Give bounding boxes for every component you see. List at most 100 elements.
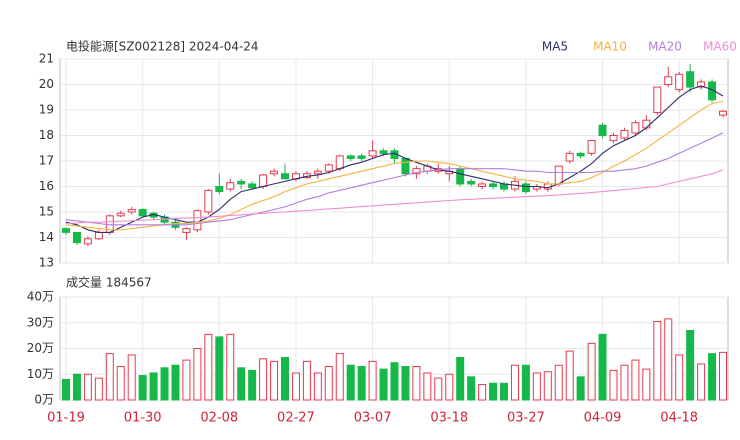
candle-body xyxy=(127,208,136,213)
legend-label: MA20 xyxy=(648,40,682,54)
volume-bar xyxy=(456,357,465,401)
candle-body xyxy=(324,164,333,172)
ma-line xyxy=(65,132,724,226)
y-tick-label: 30万 xyxy=(27,315,54,329)
y-tick-label: 0万 xyxy=(34,393,54,407)
candle-body xyxy=(72,231,81,244)
volume-bar xyxy=(390,362,399,401)
y-tick-label: 16 xyxy=(39,179,54,193)
candle-body xyxy=(138,208,147,217)
candle-body xyxy=(598,124,607,137)
candle-body xyxy=(489,183,498,187)
volume-bar xyxy=(675,354,684,401)
x-tick-label: 03-27 xyxy=(507,411,545,426)
candle-body xyxy=(642,119,651,129)
volume-bar xyxy=(554,364,563,401)
candle-body xyxy=(412,168,421,175)
ma-line xyxy=(65,100,724,231)
candle-body xyxy=(215,186,224,193)
volume-bar xyxy=(423,372,432,401)
volume-bar xyxy=(609,369,618,401)
volume-bar xyxy=(587,342,596,401)
volume-bar xyxy=(478,384,487,401)
candle-body xyxy=(576,152,585,157)
volume-bar xyxy=(357,366,366,401)
volume-bar xyxy=(335,353,344,401)
volume-bar xyxy=(204,333,213,401)
volume-bar xyxy=(543,371,552,401)
candle-body xyxy=(631,122,640,134)
candle-body xyxy=(675,73,684,91)
volume-bar xyxy=(708,353,717,401)
candle-body xyxy=(587,140,596,154)
candle-body xyxy=(259,174,268,187)
volume-bar xyxy=(116,366,125,401)
volume-bar xyxy=(631,359,640,401)
candle-body xyxy=(609,135,618,142)
volume-bar xyxy=(445,373,454,401)
volume-bar xyxy=(686,329,695,401)
candle-body xyxy=(335,155,344,170)
x-tick-label: 02-08 xyxy=(200,411,238,426)
candle-body xyxy=(379,150,388,154)
candle-body xyxy=(521,183,530,193)
candle-body xyxy=(653,86,662,114)
volume-bar xyxy=(215,336,224,401)
volume-bar xyxy=(127,354,136,401)
volume-bar xyxy=(83,373,92,401)
volume-bar xyxy=(182,359,191,401)
candle-body xyxy=(686,71,695,88)
volume-bar xyxy=(237,367,246,401)
candle-body xyxy=(62,228,70,233)
x-tick-label: 03-18 xyxy=(430,411,468,426)
volume-bar xyxy=(576,376,585,401)
volume-bar xyxy=(620,364,629,401)
candle-body xyxy=(664,76,673,85)
volume-bar xyxy=(510,364,519,401)
volume-bar xyxy=(248,369,257,401)
volume-bar xyxy=(193,348,202,401)
candle-body xyxy=(182,228,191,233)
ma-line xyxy=(65,169,724,225)
volume-bar xyxy=(72,373,81,401)
y-tick-label: 19 xyxy=(39,103,54,117)
candle-body xyxy=(565,152,574,162)
volume-bar xyxy=(94,377,103,401)
volume-bar xyxy=(412,366,421,401)
x-tick-label: 04-18 xyxy=(660,411,698,426)
y-tick-label: 20 xyxy=(39,77,54,91)
ma-line xyxy=(65,85,724,233)
y-tick-label: 40万 xyxy=(27,290,54,304)
volume-bar xyxy=(500,382,508,401)
candle-body xyxy=(226,182,235,190)
candle-body xyxy=(368,150,377,157)
x-tick-label: 03-07 xyxy=(354,411,392,426)
candle-body xyxy=(270,170,279,175)
volume-bar xyxy=(270,360,279,401)
volume-bar xyxy=(346,364,355,401)
volume-bar xyxy=(302,360,311,401)
y-tick-label: 18 xyxy=(39,128,54,142)
legend-label: MA5 xyxy=(542,40,568,54)
candle-body xyxy=(313,170,322,175)
volume-bar xyxy=(226,333,235,401)
candle-body xyxy=(357,155,366,159)
candle-body xyxy=(346,155,355,159)
volume-bar xyxy=(368,360,377,401)
volume-bar xyxy=(598,333,607,401)
volume-bar xyxy=(149,372,158,401)
volume-title: 成交量 184567 xyxy=(66,275,152,290)
volume-bar xyxy=(105,353,114,401)
volume-bar xyxy=(62,378,70,401)
volume-bar xyxy=(521,364,530,401)
volume-bar xyxy=(434,377,443,401)
candle-body xyxy=(620,129,629,139)
volume-bar xyxy=(138,375,147,401)
volume-bar xyxy=(313,372,322,401)
chart-title: 电投能源[SZ002128] 2024-04-24 xyxy=(66,39,259,54)
candle-body xyxy=(554,165,563,185)
volume-bar xyxy=(642,368,651,401)
candle-body xyxy=(456,168,465,185)
y-tick-label: 13 xyxy=(39,256,54,270)
